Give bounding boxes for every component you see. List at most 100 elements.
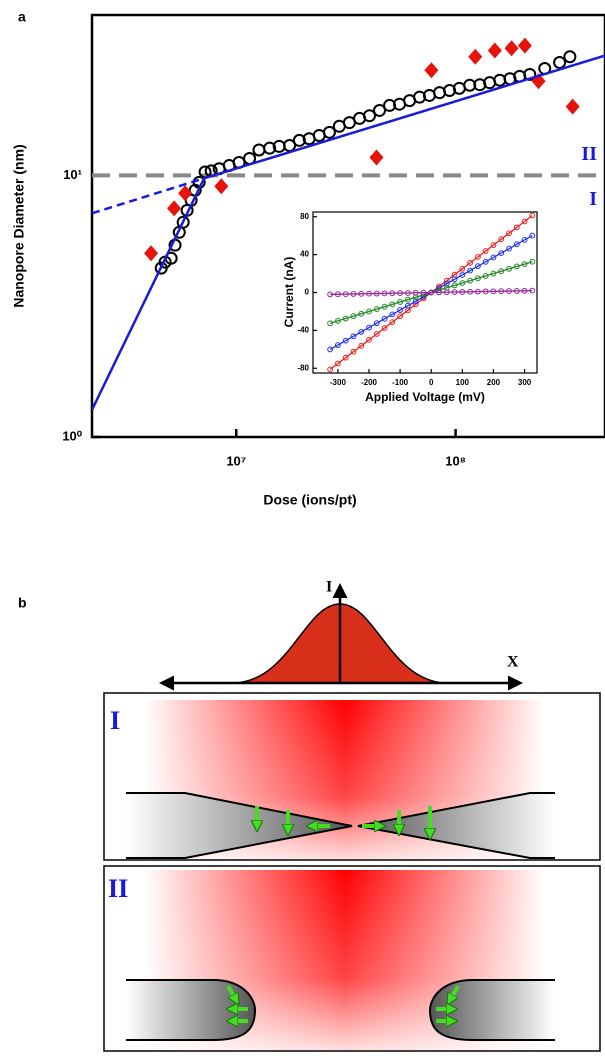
iv-point [490,270,497,277]
iv-point [404,302,411,309]
iv-point [451,276,458,283]
iv-point [334,360,341,367]
iv-point [350,348,357,355]
iv-point [506,245,512,252]
diagram: b I X I II [18,579,601,1052]
iv-point [451,289,458,295]
main-chart: 10⁷ 10⁸ 10⁰ 10¹ Dose (ions/pt) Nanopore Diame… [11,9,605,508]
iv-point [420,289,427,296]
iv-point [327,320,334,327]
iv-point [474,263,481,270]
regime-label: II [108,874,128,903]
iv-point [381,290,388,297]
iv-point [366,324,372,331]
y-axis-title: Current (nA) [282,257,296,328]
iv-point [459,289,466,295]
iv-point [342,354,349,361]
iv-point [506,230,512,237]
data-point [493,73,507,87]
iv-point [373,320,380,327]
iv-point [482,248,489,254]
y-axis-title: Nanopore Diameter (nm) [11,144,27,307]
iv-point [342,337,349,344]
iv-point [358,328,365,335]
iv-point [404,290,411,296]
iv-point [373,306,380,312]
data-point [167,200,182,217]
x-tick-label: 0 [429,378,434,387]
data-point [504,40,519,57]
iv-point [474,275,481,282]
iv-point [412,298,419,305]
iv-point [327,346,334,353]
iv-point [373,331,380,337]
membrane [428,979,555,1041]
y-tick-label: -80 [297,363,309,372]
iv-point [443,280,450,287]
iv-point [498,250,505,257]
iv-point [482,288,489,295]
data-point [178,185,193,202]
charts: 10⁷ 10⁸ 10⁰ 10¹ Dose (ions/pt) Nanopore Diame… [11,9,605,508]
iv-point [436,289,442,296]
iv-point [521,287,528,294]
iv-point [467,259,474,266]
iv-point [498,268,505,275]
iv-point [506,265,512,272]
iv-point [529,287,536,294]
x-tick-label: -200 [361,378,378,387]
x-tick-label: -300 [330,378,347,387]
y-tick-label: 10⁰ [62,428,82,443]
x-tick-label: 200 [487,378,501,387]
iv-point [381,303,388,310]
y-tick-label: 80 [300,212,309,221]
iv-point [521,218,528,225]
data-point [322,125,336,139]
iv-point [467,277,474,284]
y-tick-label: 10¹ [63,167,82,182]
data-point [565,98,580,115]
iv-point [350,291,357,297]
data-point [553,55,567,69]
data-point [373,103,387,117]
x-tick-label: -100 [392,378,409,387]
iv-point [490,288,497,295]
iv-point [373,290,380,297]
region-label: II [581,143,597,165]
iv-point [350,333,357,340]
iv-point [334,318,341,324]
iv-point [474,288,481,295]
iv-point [381,315,388,322]
data-point [468,48,483,65]
axis-label: I [326,579,332,596]
regime-label: I [110,706,120,735]
plot-data [92,37,605,411]
data-point [362,109,376,123]
iv-point [498,236,505,243]
iv-point [459,272,466,278]
plot-frame [90,13,605,439]
data-point [214,178,229,195]
membrane [126,792,353,859]
iv-point [404,296,411,303]
panel-label: a [18,9,26,25]
iv-point [443,289,450,296]
iv-point [490,254,497,261]
y-tick-label: 0 [305,288,310,297]
iv-point [366,336,372,343]
iv-point [428,289,435,296]
iv-point [381,325,388,331]
x-tick-label: 10⁷ [226,453,246,468]
iv-point [521,237,528,243]
iv-point [389,311,396,318]
inset-chart: -300 -200 -100 0 100 200 300 -80 -40 0 40 80 Applied… [282,211,538,404]
iv-point [397,307,404,313]
data-point [263,141,277,155]
data-point [252,143,266,157]
iv-point [389,319,396,326]
data-point [563,50,577,64]
iv-point [358,342,365,349]
iv-point [513,241,520,248]
iv-point [459,265,466,272]
